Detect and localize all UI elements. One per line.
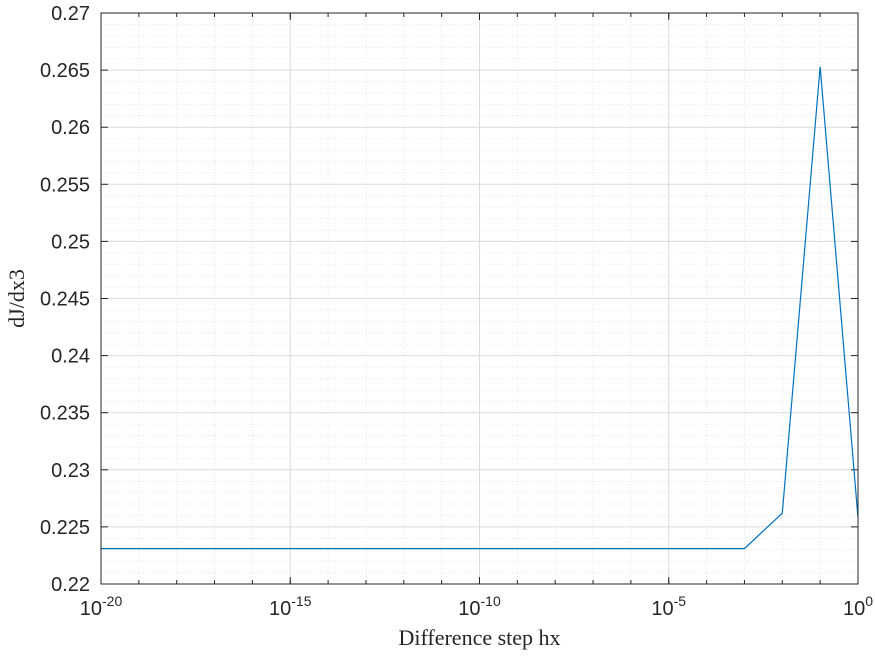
x-tick-label-exponent: -5 (674, 593, 687, 609)
x-tick-labels: 10-20 10-15 10-10 10-5 100 (80, 593, 873, 620)
x-tick-label: 10-5 (651, 593, 686, 620)
grid (100, 12, 859, 585)
x-tick-label-base: 10 (269, 598, 291, 620)
x-tick-label-base: 10 (458, 598, 480, 620)
x-tick-label-exponent: -20 (102, 593, 122, 609)
y-tick-label: 0.23 (51, 460, 90, 482)
x-tick-label: 10-15 (269, 593, 312, 620)
x-tick-label-exponent: -15 (291, 593, 311, 609)
y-tick-label: 0.25 (51, 231, 90, 253)
y-axis-title: dJ/dx3 (4, 269, 29, 328)
x-tick-label-exponent: 0 (865, 593, 873, 609)
y-tick-label: 0.245 (40, 289, 90, 311)
plot-frame (100, 12, 859, 585)
x-tick-label-base: 10 (80, 598, 102, 620)
x-tick-label-exponent: -10 (481, 593, 501, 609)
x-tick-label-base: 10 (651, 598, 673, 620)
y-tick-label: 0.22 (51, 574, 90, 596)
y-tick-labels: 0.22 0.225 0.23 0.235 0.24 0.245 0.25 0.255 0.26… (40, 3, 90, 596)
y-tick-label: 0.255 (40, 174, 90, 196)
y-tick-label: 0.225 (40, 517, 90, 539)
x-axis-title: Difference step hx (398, 625, 560, 650)
y-tick-label: 0.24 (51, 346, 90, 368)
series-line-0 (101, 66, 859, 550)
x-tick-label: 100 (843, 593, 873, 620)
series-layer (101, 66, 859, 550)
x-tick-label-base: 10 (843, 598, 865, 620)
x-tick-label: 10-10 (458, 593, 501, 620)
y-tick-label: 0.265 (40, 60, 90, 82)
y-tick-label: 0.26 (51, 117, 90, 139)
y-tick-label: 0.235 (40, 403, 90, 425)
x-tick-label: 10-20 (80, 593, 123, 620)
y-tick-label: 0.27 (51, 3, 90, 25)
